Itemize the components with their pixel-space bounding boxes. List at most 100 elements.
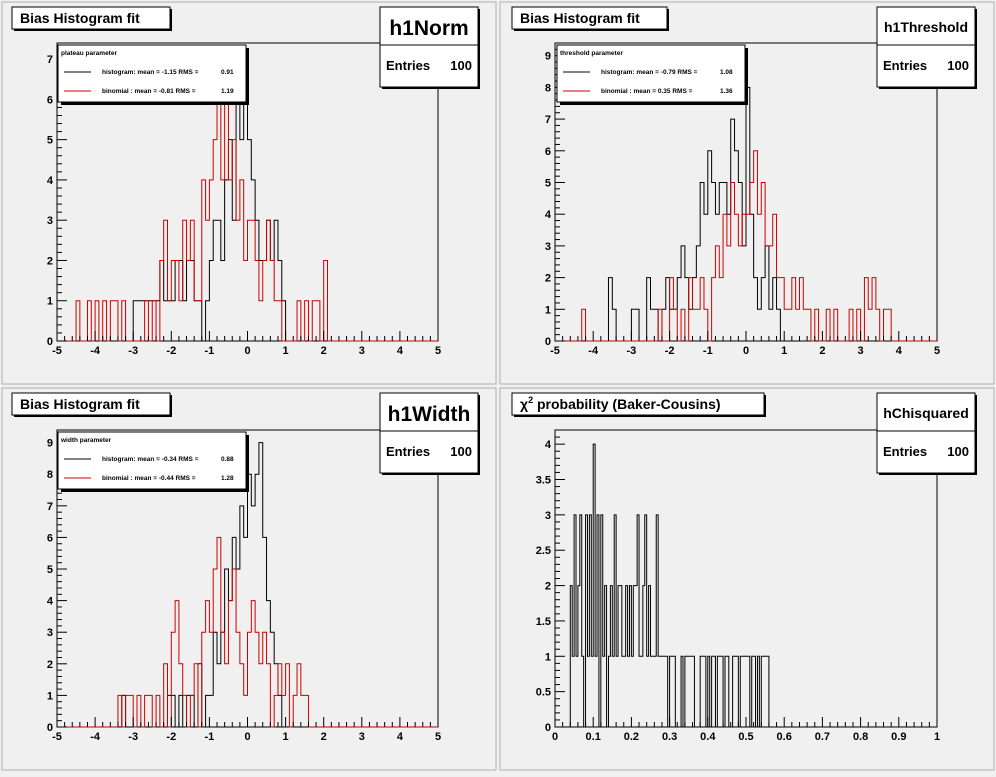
chart-panel-4: 0 0.1 0.2 0.3 0.4 0.5 0.6 0.7 0.8 0.9 1 0 0.5 1 1.5 2 2.… [499, 387, 995, 771]
stats-name: h1Norm [389, 17, 468, 40]
chart-title: Bias Histogram fit [520, 10, 640, 26]
y-tick-label: 1 [47, 690, 53, 702]
legend-entry-rms: 0.91 [221, 69, 234, 76]
x-tick-label: 0 [743, 345, 749, 357]
y-tick-label: 4 [47, 596, 54, 608]
y-tick-label: 7 [47, 501, 53, 513]
legend-box [57, 44, 247, 103]
y-tick-label: 2.5 [536, 545, 551, 557]
histogram-series-binomial [555, 150, 937, 342]
x-tick-label: -3 [128, 731, 138, 743]
x-tick-label: 0.5 [738, 731, 753, 743]
x-tick-label: -2 [665, 345, 675, 357]
stats-box [379, 6, 479, 88]
x-tick-label: -3 [128, 345, 138, 357]
x-tick-label: 5 [435, 345, 441, 357]
x-tick-label: 0 [244, 345, 250, 357]
x-tick-label: -5 [52, 345, 62, 357]
stats-entries-value: 100 [947, 444, 969, 459]
y-tick-label: 6 [47, 532, 53, 544]
plot-frame [554, 429, 938, 728]
legend-entry-label: histogram: mean = -0.79 RMS = [601, 69, 698, 76]
y-tick-label: 0.5 [536, 687, 551, 699]
title-box [11, 6, 171, 30]
stats-name: hChisquared [883, 405, 969, 421]
y-tick-label: 9 [47, 438, 53, 450]
y-tick-label: 0 [47, 722, 53, 734]
title-box [511, 6, 668, 30]
x-tick-label: 3 [359, 345, 365, 357]
stats-entries-label: Entries [386, 58, 430, 73]
legend-entry-label: binomial : mean = -0.44 RMS = [102, 475, 196, 482]
stats-entries-label: Entries [386, 444, 430, 459]
stats-box [876, 392, 976, 474]
stats-name: h1Threshold [884, 19, 968, 35]
legend-entry-rms: 1.19 [221, 88, 234, 95]
y-tick-label: 4 [545, 439, 552, 451]
title-box [11, 392, 171, 416]
y-tick-label: 6 [47, 94, 53, 106]
legend-entry-rms: 1.08 [720, 69, 733, 76]
x-tick-label: 3 [858, 345, 864, 357]
legend-box [57, 431, 247, 490]
x-tick-label: 3 [359, 731, 365, 743]
title-box [511, 392, 765, 416]
y-tick-label: 1 [47, 296, 53, 308]
x-tick-label: 2 [321, 345, 327, 357]
y-tick-label: 4 [47, 175, 54, 187]
legend-entry-label: histogram: mean = -0.34 RMS = [102, 456, 199, 463]
legend-title: width parameter [60, 437, 112, 444]
x-tick-label: -1 [205, 345, 215, 357]
chart-panel-1: -5 -4 -3 -2 -1 0 1 2 3 4 5 0 1 2 3 4 5 6 7 Bias Histogram f… [1, 1, 497, 385]
x-tick-label: 0 [552, 731, 558, 743]
x-tick-label: 5 [934, 345, 940, 357]
x-tick-label: 2 [321, 731, 327, 743]
legend-entry-rms: 1.36 [720, 88, 733, 95]
y-tick-label: 7 [545, 114, 551, 126]
stats-entries-label: Entries [883, 58, 927, 73]
x-tick-label: 1 [283, 731, 289, 743]
y-tick-label: 3.5 [536, 475, 551, 487]
legend-box [556, 44, 746, 103]
x-tick-label: 0.6 [777, 731, 792, 743]
y-tick-label: 3 [47, 215, 53, 227]
y-tick-label: 5 [47, 564, 53, 576]
y-tick-label: 2 [47, 659, 53, 671]
x-tick-label: -5 [550, 345, 560, 357]
x-tick-label: 1 [283, 345, 289, 357]
y-tick-label: 0 [47, 336, 53, 348]
y-tick-label: 6 [545, 146, 551, 158]
x-tick-label: 0.2 [624, 731, 639, 743]
legend-title: plateau parameter [61, 50, 117, 57]
y-tick-label: 2 [545, 273, 551, 285]
y-tick-label: 3 [545, 241, 551, 253]
y-tick-label: 1 [545, 304, 551, 316]
x-tick-label: -1 [205, 731, 215, 743]
legend-entry-label: binomial : mean = -0.81 RMS = [102, 88, 196, 95]
x-tick-label: -4 [588, 345, 599, 357]
x-tick-label: 0.4 [700, 731, 716, 743]
y-tick-label: 0 [545, 722, 551, 734]
x-tick-label: -3 [627, 345, 637, 357]
x-tick-label: 4 [397, 345, 404, 357]
y-tick-label: 8 [47, 469, 53, 481]
chart-title: χ2 probability (Baker-Cousins) [520, 395, 721, 412]
y-tick-label: 1.5 [536, 616, 551, 628]
x-tick-label: -2 [166, 345, 176, 357]
x-tick-label: -4 [90, 731, 101, 743]
legend-entry-rms: 0.88 [221, 456, 234, 463]
legend-title: threshold parameter [560, 50, 623, 57]
x-tick-label: -1 [703, 345, 713, 357]
y-tick-label: 2 [545, 581, 551, 593]
stats-entries-value: 100 [947, 58, 969, 73]
y-tick-label: 0 [545, 336, 551, 348]
histogram-series-binomial [57, 536, 438, 728]
stats-entries-label: Entries [883, 444, 927, 459]
stats-box [876, 6, 976, 88]
y-tick-label: 3 [47, 627, 53, 639]
y-tick-label: 8 [545, 82, 551, 94]
legend-entry-rms: 1.28 [221, 475, 234, 482]
chart-panel-3: -5 -4 -3 -2 -1 0 1 2 3 4 5 0 1 2 3 4 5 6 7 8 9 Bias Histogram… [1, 387, 497, 771]
